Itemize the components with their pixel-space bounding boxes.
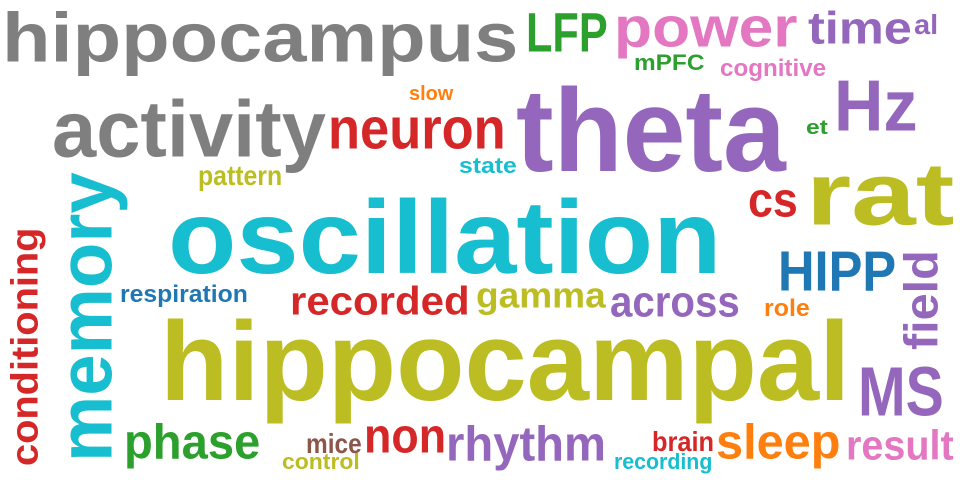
word-ms: MS	[858, 353, 944, 432]
word-cs: cs	[748, 172, 798, 229]
word-respiration: respiration	[120, 279, 248, 308]
word-role: role	[764, 293, 810, 322]
word-conditioning: conditioning	[2, 227, 47, 466]
word-neuron: neuron	[328, 95, 506, 162]
word-power: power	[614, 0, 798, 60]
word-slow: slow	[409, 82, 454, 106]
word-field: field	[894, 250, 949, 350]
word-rhythm: rhythm	[446, 416, 606, 473]
word-mpfc: mPFC	[634, 50, 705, 75]
word-gamma: gamma	[476, 275, 606, 317]
word-control: control	[282, 449, 360, 474]
word-phase: phase	[124, 414, 261, 471]
word-al: al	[914, 8, 939, 41]
word-hipp: HIPP	[778, 240, 897, 304]
word-hippocampus: hippocampus	[2, 0, 519, 78]
word-rat: rat	[806, 144, 955, 245]
word-lfp: LFP	[526, 2, 608, 65]
word-result: result	[846, 422, 954, 470]
word-sleep: sleep	[716, 414, 841, 471]
word-brain: brain	[652, 425, 715, 458]
word-recorded: recorded	[290, 279, 470, 325]
word-non: non	[364, 408, 447, 465]
word-activity: activity	[52, 84, 326, 175]
word-hz: Hz	[834, 65, 918, 147]
word-et: et	[806, 116, 828, 140]
word-time: time	[808, 2, 912, 55]
word-hippocampal: hippocampal	[160, 298, 851, 425]
word-memory: memory	[43, 172, 129, 462]
word-recording: recording	[614, 449, 713, 474]
word-pattern: pattern	[198, 159, 283, 192]
word-theta: theta	[516, 64, 786, 197]
word-across: across	[610, 276, 740, 327]
word-oscillation: oscillation	[168, 179, 722, 296]
word-mice: mice	[306, 427, 362, 460]
word-cognitive: cognitive	[720, 53, 827, 82]
word-state: state	[459, 153, 517, 178]
